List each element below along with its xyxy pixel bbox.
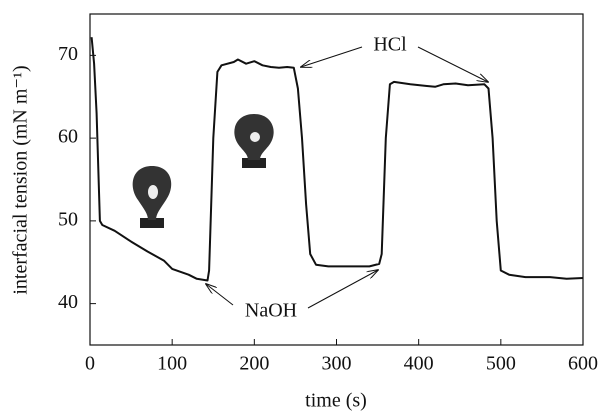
x-tick-label: 0 [85,353,95,375]
annotation-arrow [307,270,378,309]
y-tick-label: 60 [58,126,78,148]
x-tick-label: 100 [157,353,187,375]
annotation-arrow [301,46,363,67]
droplet-icon [234,114,274,168]
x-tick-label: 500 [486,353,516,375]
x-tick-label: 300 [322,353,352,375]
y-tick-label: 40 [58,291,78,313]
x-tick-label: 400 [404,353,434,375]
y-tick-label: 70 [58,43,78,65]
x-axis-label: time (s) [305,390,367,412]
x-tick-label: 200 [239,353,269,375]
y-tick-label: 50 [58,208,78,230]
annotation: HCl [373,34,407,56]
data-line [90,37,584,282]
y-axis-label: interfacial tension (mN m⁻¹) [10,65,32,294]
annotation-arrow [417,46,488,82]
x-tick-label: 600 [568,353,598,375]
annotation-arrow [206,284,234,306]
annotation: NaOH [245,300,297,322]
droplet-icon [132,166,172,228]
